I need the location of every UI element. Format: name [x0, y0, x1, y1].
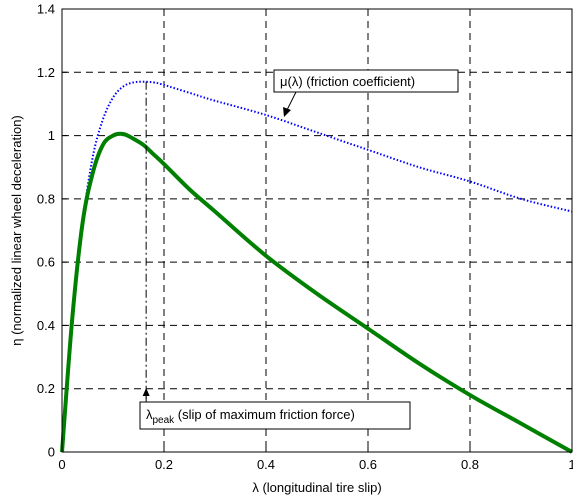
mu-label-box [273, 69, 459, 93]
mu-label: μ(λ) (friction coefficient) [280, 74, 415, 89]
peak-subscript: peak [153, 415, 176, 426]
y-tick-label: 0.6 [37, 255, 55, 270]
peak-description: (slip of maximum friction force) [174, 407, 355, 422]
x-axis-label: λ (longitudinal tire slip) [252, 480, 381, 495]
x-tick-label: 0.8 [461, 457, 479, 472]
series-lines [60, 80, 573, 454]
plot-frame [61, 8, 573, 453]
x-tick-label: 1 [568, 457, 573, 472]
peak-annotation: λpeak (slip of maximum friction force) [139, 388, 411, 430]
y-axis-label: η (normalized linear wheel deceleration) [9, 115, 24, 346]
peak-label: λpeak (slip of maximum friction force) [146, 407, 355, 426]
x-tick-label: 0 [58, 457, 65, 472]
y-tick-label: 0 [48, 445, 55, 460]
y-tick-label: 0.2 [37, 381, 55, 396]
peak-label-box [139, 401, 411, 430]
series-eta-line [60, 131, 573, 454]
series-mu-line [61, 80, 573, 453]
y-tick-label: 0.4 [37, 318, 55, 333]
peak-arrowhead [142, 388, 150, 396]
x-tick-label: 0.4 [257, 457, 275, 472]
y-tick-label: 1 [48, 128, 55, 143]
mu-annotation: μ(λ) (friction coefficient) [273, 69, 459, 117]
mu-arrow [286, 91, 297, 111]
x-tick-label: 0.6 [359, 457, 377, 472]
y-tick-label: 1.2 [37, 65, 55, 80]
mu-arrowhead [283, 107, 291, 117]
y-tick-label: 0.8 [37, 191, 55, 206]
peak-symbol: λ [146, 407, 153, 422]
y-tick-label: 1.4 [37, 2, 55, 17]
x-tick-label: 0.2 [155, 457, 173, 472]
